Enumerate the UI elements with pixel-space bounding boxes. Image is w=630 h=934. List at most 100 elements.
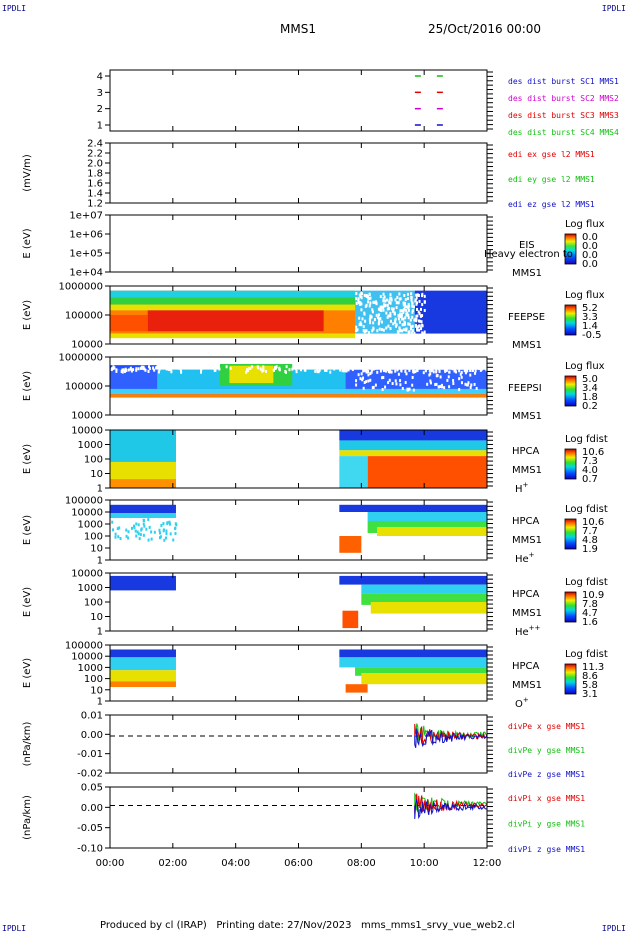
spectrogram-cell — [387, 324, 390, 328]
spectrogram-cell — [406, 296, 409, 300]
y-axis-label: E (eV) — [22, 444, 33, 474]
spectrogram-cell — [470, 383, 473, 387]
spectrogram-cell — [485, 365, 487, 369]
spectrogram-cell — [448, 370, 451, 374]
spectrogram-cell — [428, 369, 431, 373]
spectrogram-cell — [355, 297, 358, 301]
spectrogram-cell — [394, 298, 397, 302]
colorbar — [564, 304, 577, 336]
spectrogram-cell — [419, 314, 422, 318]
spectrogram-cell — [257, 366, 260, 370]
spectrogram-cell — [148, 365, 151, 369]
spectrogram-cell — [440, 383, 443, 387]
spectrogram-cell — [360, 292, 363, 296]
spectrogram-cell — [378, 313, 381, 317]
spectrogram-cell — [365, 370, 368, 374]
spectrogram-cell — [129, 367, 132, 371]
spectrogram-cell — [362, 386, 365, 390]
spectrogram-cell — [112, 528, 115, 532]
spectrogram-cell — [376, 370, 379, 374]
y-tick-label: 100 — [84, 532, 103, 543]
panel-frame — [109, 714, 488, 774]
spectrogram-cell — [355, 328, 358, 332]
spectrogram-cell — [375, 313, 378, 317]
spectrogram-cell — [116, 527, 119, 531]
legend-entry: divPi y gse MMS1 — [508, 820, 585, 829]
colorbar-value: 10.6 — [582, 517, 604, 528]
spectrogram-cell — [455, 370, 458, 374]
spectrogram-cell — [291, 367, 294, 371]
colorbar-value: 5.8 — [582, 680, 598, 691]
spectrogram-cell — [447, 375, 450, 379]
spectrogram-cell — [434, 383, 437, 387]
spectrogram-cell — [339, 450, 487, 457]
spectrogram-cell — [368, 297, 371, 301]
spectrogram-cell — [166, 521, 169, 525]
spectrogram-cell — [485, 368, 487, 372]
spectrogram-cell — [383, 369, 386, 373]
colorbar-value: 0.0 — [582, 250, 598, 261]
spectrogram-cell — [362, 376, 365, 380]
spectrogram-cell — [164, 536, 167, 540]
spectrogram-cell — [445, 369, 448, 373]
spectrogram-cell — [339, 368, 342, 372]
y-tick-label: 10000 — [71, 569, 103, 580]
spectrogram-cell — [339, 536, 362, 553]
spectrogram-cell — [388, 378, 391, 382]
spectrogram-cell — [110, 681, 176, 687]
spacecraft-label: MMS1 — [512, 608, 542, 619]
spectrogram-cell — [406, 387, 409, 391]
spectrogram-cell — [381, 305, 384, 309]
spectrogram-cell — [367, 379, 370, 383]
spectrogram-cell — [200, 368, 203, 372]
spectrogram-cell — [388, 369, 391, 373]
spectrogram-cell — [408, 368, 411, 372]
spectrogram-cell — [160, 523, 163, 527]
spectrogram-cell — [407, 322, 410, 326]
spectrogram-cell — [246, 368, 249, 372]
spectrogram-cell — [329, 370, 332, 374]
spectrogram-cell — [382, 292, 385, 296]
spectrogram-cell — [395, 382, 398, 386]
spectrogram-cell — [368, 331, 371, 335]
spectrogram-cell — [370, 315, 373, 319]
y-tick-label: 1e+05 — [69, 249, 103, 260]
spectrogram-cell — [379, 305, 382, 309]
panel-frame — [109, 786, 488, 849]
legend-entry: des dist burst SC1 MMS1 — [508, 77, 619, 86]
spectrogram-cell — [324, 368, 327, 372]
spectrogram-cell — [361, 673, 487, 685]
spectrogram-cell — [180, 370, 183, 374]
spectrogram-cell — [459, 365, 462, 369]
spectrogram-cell — [389, 311, 392, 315]
colorbar-value: 3.3 — [582, 312, 598, 323]
instrument-label: HPCA — [512, 661, 540, 672]
spectrogram-cell — [300, 368, 303, 372]
spectrogram-cell — [284, 370, 287, 374]
spectrogram-cell — [396, 368, 399, 372]
colorbar-value: 11.3 — [582, 662, 604, 673]
series-line — [414, 799, 487, 820]
spectrogram-cell — [367, 456, 487, 488]
colorbar-title: Log flux — [565, 361, 605, 372]
spectrogram-cell — [464, 382, 467, 386]
spectrogram-cell — [114, 532, 117, 536]
spectrogram-cell — [435, 368, 438, 372]
y-tick-label: 10 — [90, 612, 103, 623]
spectrogram-cell — [140, 527, 143, 531]
spectrogram-cell — [112, 365, 115, 369]
y-tick-label: 0.00 — [81, 803, 103, 814]
colorbar-value: 3.4 — [582, 383, 598, 394]
spectrogram-cell — [423, 332, 426, 336]
spectrogram-cell — [362, 369, 365, 373]
spectrogram — [110, 363, 487, 398]
spectrogram-cell — [405, 312, 408, 316]
spectrogram-cell — [162, 529, 165, 533]
spectrogram-cell — [361, 593, 487, 605]
y-tick-label: 10 — [90, 544, 103, 555]
instrument-label: HPCA — [512, 446, 540, 457]
spectrogram-cell — [466, 383, 469, 387]
y-tick-label: 1 — [97, 697, 103, 708]
spectrogram-cell — [458, 388, 461, 392]
y-tick-label: 1.4 — [87, 189, 103, 200]
